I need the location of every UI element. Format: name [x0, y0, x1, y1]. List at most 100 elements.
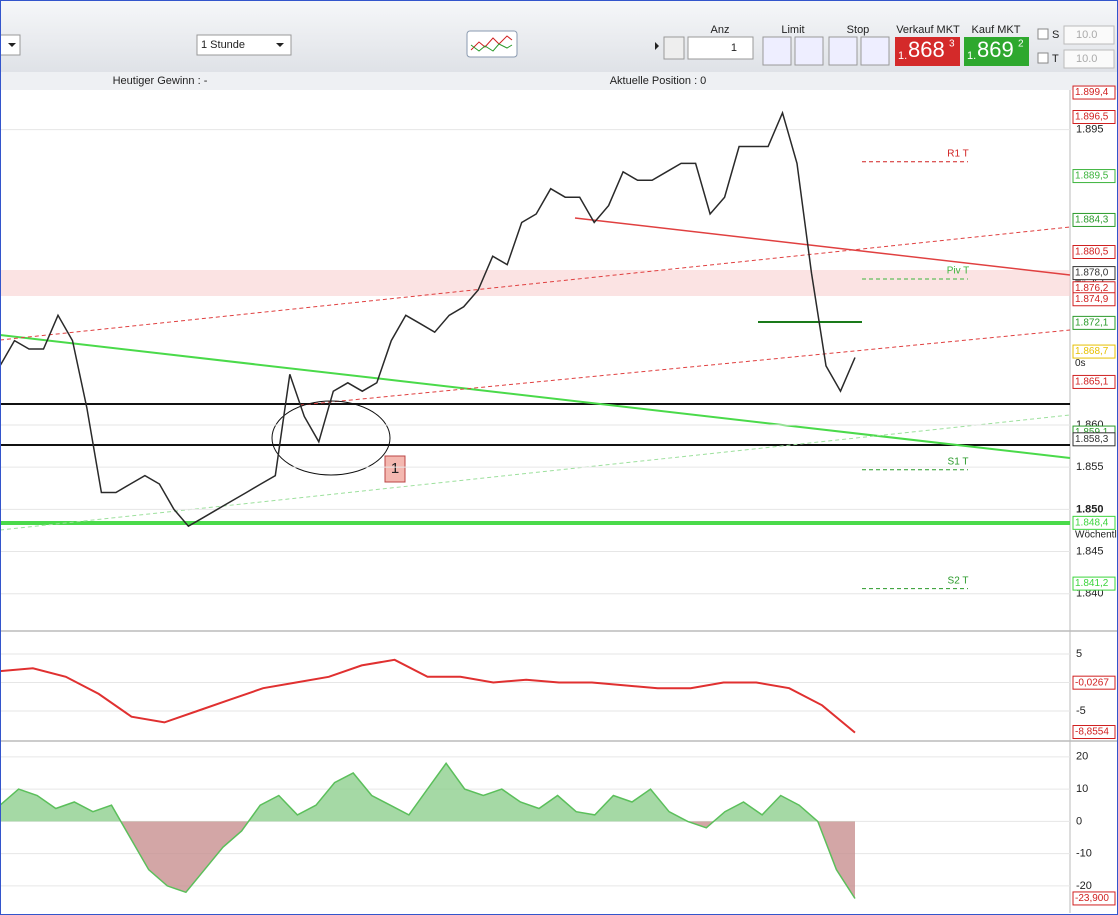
t-value: 10.0 — [1076, 53, 1097, 65]
price-tag — [1072, 576, 1116, 591]
t-checkbox[interactable] — [1037, 52, 1049, 64]
y-tick-label: 10 — [1076, 783, 1088, 795]
price-tag-label: 1.874,9 — [1075, 294, 1109, 305]
resistance-band — [0, 270, 1070, 296]
t-input[interactable] — [1063, 49, 1115, 69]
price-tag-label: 1.889,5 — [1075, 171, 1109, 182]
position: Aktuelle Position : 0 — [610, 75, 707, 87]
price-tag-caption: 0s — [1075, 358, 1086, 369]
pivot-label: R1 T — [947, 148, 969, 159]
price-pane: 1 — [0, 217, 1071, 531]
status-bar — [0, 72, 1118, 90]
stop-sell-button[interactable] — [860, 36, 890, 66]
anz-label: Anz — [711, 24, 730, 36]
trend-line — [0, 414, 1071, 531]
s-input[interactable] — [1063, 25, 1115, 45]
price-tag-label: 1.865,1 — [1075, 377, 1109, 388]
value-tag-label: -0,0267 — [1075, 677, 1109, 688]
timeframe: 1 Stunde — [201, 39, 245, 51]
pivot-label: S2 T — [948, 575, 969, 586]
price-tag-caption: Wöchentl — [1075, 529, 1117, 540]
sell-main: 868 — [908, 37, 945, 62]
t-label: T — [1052, 53, 1059, 65]
price-tag — [1072, 110, 1116, 124]
price-tag-label: 1.868,7 — [1075, 346, 1109, 357]
value-tag — [1072, 675, 1116, 690]
indicator-button[interactable] — [466, 30, 518, 58]
area-positive — [0, 763, 855, 822]
oscillator-line — [0, 762, 856, 899]
y-tick-label: -5 — [1076, 705, 1086, 717]
buy-prefix: 1. — [967, 50, 976, 62]
price-tag-label: 1.878,0 — [1075, 268, 1109, 279]
dropdown-arrow — [276, 43, 284, 47]
price-line — [0, 110, 856, 528]
trend-line — [299, 329, 1071, 406]
buy-suffix: 2 — [1018, 39, 1024, 50]
limit-label: Limit — [781, 24, 804, 36]
price-tag-label: 1.841,2 — [1075, 578, 1109, 589]
price-tag — [1072, 169, 1116, 184]
sell-button[interactable] — [895, 37, 960, 66]
y-tick-label: -10 — [1076, 848, 1092, 860]
s-value: 10.0 — [1076, 29, 1097, 41]
price-tag-label: 1.848,4 — [1075, 517, 1109, 528]
anz-value: 1 — [731, 42, 737, 54]
stop-label: Stop — [847, 24, 870, 36]
price-tag-label: 1.884,3 — [1075, 215, 1109, 226]
y-tick-label: 1.855 — [1076, 461, 1104, 473]
gain: Heutiger Gewinn : - — [113, 75, 208, 87]
price-tag — [1072, 85, 1116, 100]
timeframe-select[interactable] — [196, 34, 292, 56]
trend-line — [574, 217, 1071, 276]
wrench-button[interactable] — [663, 36, 685, 60]
price-tag-label: 1.880,5 — [1075, 247, 1109, 258]
value-tag-label: -23,900 — [1075, 893, 1109, 904]
trend-line — [0, 226, 1071, 341]
buy-button[interactable] — [964, 37, 1029, 66]
value-tag-label: -8,8554 — [1075, 727, 1109, 738]
value-tag — [1072, 891, 1116, 906]
icon — [470, 43, 513, 52]
price-tag — [1072, 374, 1116, 389]
price-tag — [1072, 315, 1116, 330]
y-tick-label: -20 — [1076, 880, 1092, 892]
dropdown-arrow — [8, 43, 16, 47]
price-tag — [1072, 432, 1116, 447]
expand-arrow[interactable] — [655, 42, 659, 50]
annotation-label: 1 — [391, 460, 399, 477]
y-tick-label: 0 — [1076, 815, 1082, 827]
s-checkbox[interactable] — [1037, 28, 1049, 40]
limit-sell-button[interactable] — [794, 36, 824, 66]
stop-buy-button[interactable] — [828, 36, 858, 66]
buy-label: Kauf MKT — [972, 24, 1021, 36]
price-tag — [1072, 292, 1116, 307]
anz-input[interactable] — [687, 36, 754, 60]
price-tag — [1072, 344, 1116, 359]
sell-prefix: 1. — [898, 50, 907, 62]
price-tag-label: 1.896,5 — [1075, 112, 1109, 123]
y-tick-label: 1.850 — [1076, 503, 1104, 515]
price-tag — [1072, 266, 1116, 281]
limit-buy-button[interactable] — [762, 36, 792, 66]
pivot-label: S1 T — [948, 456, 969, 467]
price-tag-label: 1.872,1 — [1075, 318, 1109, 329]
area-negative — [120, 821, 855, 899]
y-tick-label: 1.840 — [1076, 588, 1104, 600]
price-tag — [1072, 515, 1116, 530]
price-tag — [1072, 245, 1116, 259]
pivot-label: Piv T — [947, 266, 970, 277]
y-tick-label: 5 — [1076, 648, 1082, 660]
price-tag-label: 1.858,3 — [1075, 434, 1109, 445]
annotation-box — [384, 455, 406, 483]
y-tick-label: 20 — [1076, 751, 1088, 763]
sell-label: Verkauf MKT — [896, 24, 960, 36]
price-tag — [1072, 212, 1116, 227]
y-tick-label: 1.845 — [1076, 545, 1104, 557]
s-label: S — [1052, 29, 1059, 41]
y-tick-label: 1.895 — [1076, 124, 1104, 136]
icon — [470, 35, 513, 51]
sell-suffix: 3 — [949, 39, 955, 50]
price-tag-label: 1.899,4 — [1075, 87, 1109, 98]
